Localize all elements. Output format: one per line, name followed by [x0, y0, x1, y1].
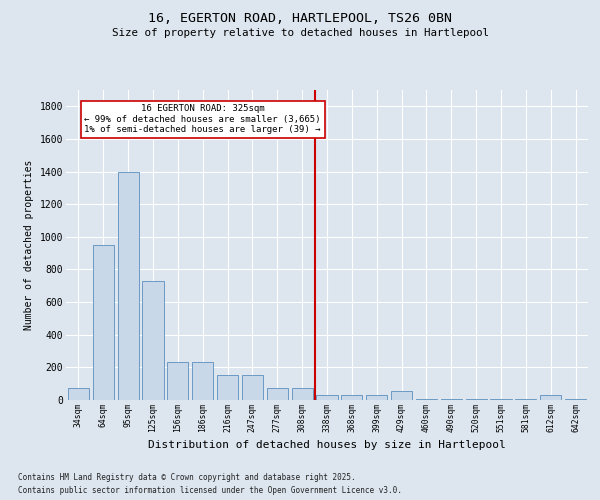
Y-axis label: Number of detached properties: Number of detached properties — [24, 160, 34, 330]
Bar — [267, 388, 288, 400]
Bar — [416, 399, 437, 400]
Bar — [466, 399, 487, 400]
Bar — [167, 362, 188, 400]
Bar — [118, 172, 139, 400]
Text: 16 EGERTON ROAD: 325sqm
← 99% of detached houses are smaller (3,665)
1% of semi-: 16 EGERTON ROAD: 325sqm ← 99% of detache… — [85, 104, 321, 134]
Text: Size of property relative to detached houses in Hartlepool: Size of property relative to detached ho… — [112, 28, 488, 38]
Text: 16, EGERTON ROAD, HARTLEPOOL, TS26 0BN: 16, EGERTON ROAD, HARTLEPOOL, TS26 0BN — [148, 12, 452, 26]
Bar — [490, 399, 512, 400]
Bar — [366, 395, 387, 400]
Bar — [316, 395, 338, 400]
Bar — [565, 399, 586, 400]
Text: Contains public sector information licensed under the Open Government Licence v3: Contains public sector information licen… — [18, 486, 402, 495]
Bar — [93, 245, 114, 400]
Text: Contains HM Land Registry data © Crown copyright and database right 2025.: Contains HM Land Registry data © Crown c… — [18, 474, 356, 482]
X-axis label: Distribution of detached houses by size in Hartlepool: Distribution of detached houses by size … — [148, 440, 506, 450]
Bar — [540, 395, 561, 400]
Bar — [441, 399, 462, 400]
Bar — [192, 362, 213, 400]
Bar — [68, 388, 89, 400]
Bar — [515, 399, 536, 400]
Bar — [341, 395, 362, 400]
Bar — [217, 374, 238, 400]
Bar — [391, 391, 412, 400]
Bar — [242, 374, 263, 400]
Bar — [292, 388, 313, 400]
Bar — [142, 281, 164, 400]
